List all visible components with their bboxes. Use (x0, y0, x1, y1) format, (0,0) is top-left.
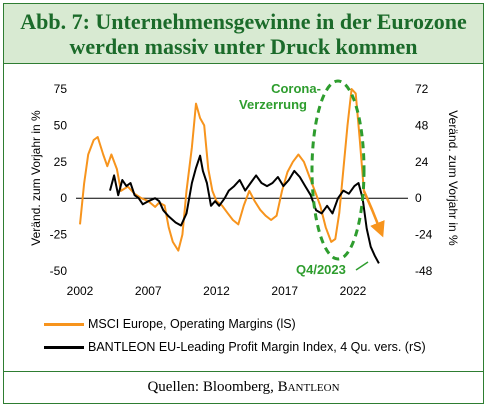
right-tick-label: 24 (415, 155, 429, 169)
series-line-1 (109, 154, 380, 264)
annotation-q4-2023: Q4/2023 (296, 262, 346, 277)
figure-frame: Abb. 7: Unternehmensgewinne in der Euroz… (3, 3, 484, 404)
left-tick-label: 50 (54, 118, 68, 132)
right-axis-ticks: 72 48 24 0 -24 -48 (415, 82, 433, 278)
legend-label-msci: MSCI Europe, Operating Margins (lS) (88, 317, 296, 331)
annotation-corona-line2: Verzerrung (239, 97, 307, 112)
right-tick-label: -24 (415, 228, 433, 242)
left-tick-label: 0 (60, 191, 67, 205)
legend-swatch-orange (44, 323, 84, 327)
right-axis-label: Veränd. zum Vorjahr in % (446, 110, 460, 246)
left-tick-label: 75 (54, 82, 68, 96)
title-band: Abb. 7: Unternehmensgewinne in der Euroz… (4, 4, 483, 64)
x-tick-label: 2022 (340, 284, 367, 298)
series-line-2 (362, 190, 385, 238)
x-tick-label: 2002 (67, 284, 94, 298)
legend-item-msci: MSCI Europe, Operating Margins (lS) (44, 315, 296, 333)
x-tick-label: 2007 (135, 284, 162, 298)
legend-swatch-black (44, 346, 84, 350)
left-axis-label: Veränd. zum Vorjahr in % (29, 110, 43, 246)
right-tick-label: 72 (415, 82, 429, 96)
right-tick-label: -48 (415, 264, 433, 278)
source-prefix: Quellen: Bloomberg, (147, 379, 278, 395)
annotation-q4-leader (355, 261, 369, 271)
x-tick-label: 2017 (271, 284, 298, 298)
right-tick-label: 48 (415, 118, 429, 132)
chart-title-line2: werden massiv unter Druck kommen (69, 34, 418, 59)
left-tick-label: -50 (50, 264, 68, 278)
legend-label-bantleon: BANTLEON EU-Leading Profit Margin Index,… (88, 340, 426, 354)
annotation-corona-line1: Corona- (271, 81, 321, 96)
series-line-0 (79, 88, 365, 252)
series-layer (79, 88, 385, 264)
chart-title-line1: Abb. 7: Unternehmensgewinne in der Euroz… (20, 9, 467, 34)
source-footer: Quellen: Bloomberg, Bantleon (4, 371, 483, 403)
x-tick-label: 2012 (203, 284, 230, 298)
right-tick-label: 0 (415, 191, 422, 205)
left-tick-label: -25 (50, 228, 68, 242)
corona-ellipse (310, 79, 366, 261)
x-axis-ticks: 2002 2007 2012 2017 2022 (67, 284, 367, 298)
legend-item-bantleon: BANTLEON EU-Leading Profit Margin Index,… (44, 338, 426, 356)
left-axis-ticks: 75 50 25 0 -25 -50 (50, 82, 68, 278)
left-tick-label: 25 (54, 155, 68, 169)
source-brand: Bantleon (277, 379, 340, 395)
